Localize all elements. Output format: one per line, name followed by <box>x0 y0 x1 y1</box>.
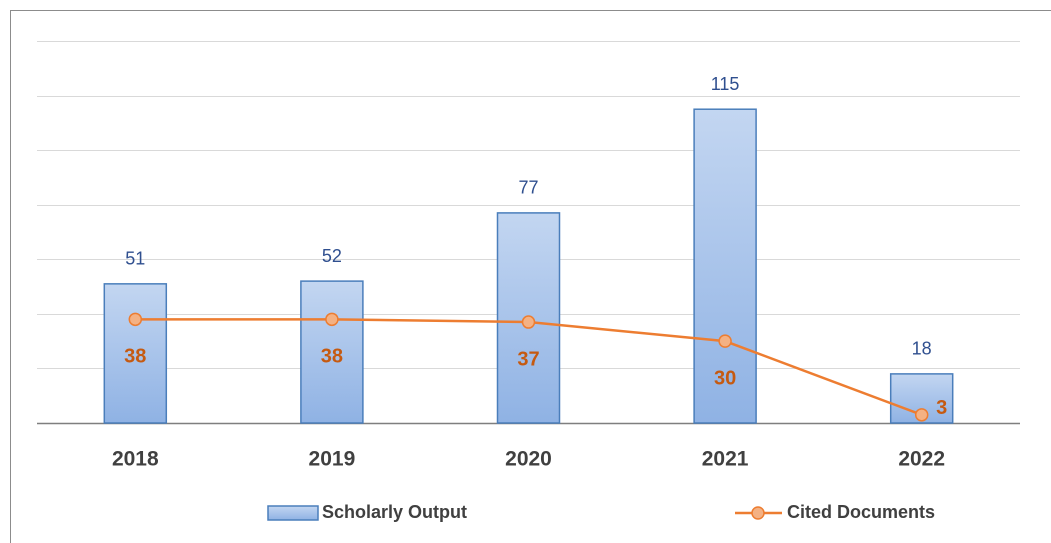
line-marker <box>128 312 143 327</box>
x-tick-label: 2020 <box>505 448 552 471</box>
line-marker <box>914 408 929 422</box>
bar <box>300 280 364 424</box>
bar-value-label: 51 <box>125 249 145 269</box>
bar <box>103 283 168 424</box>
line-marker <box>521 315 536 329</box>
bar-value-label: 115 <box>711 74 740 94</box>
legend-swatch <box>267 505 319 521</box>
line-value-label: 3 <box>936 397 947 419</box>
line-value-label: 37 <box>517 348 539 370</box>
x-tick-label: 2019 <box>309 448 356 471</box>
line-value-label: 30 <box>714 367 736 389</box>
x-tick-label: 2022 <box>898 448 945 471</box>
line-value-label: 38 <box>124 346 146 368</box>
line-value-label: 38 <box>321 346 343 368</box>
x-tick-label: 2021 <box>702 448 749 471</box>
x-tick-label: 2018 <box>112 448 159 471</box>
legend-swatch <box>751 506 765 520</box>
bar-value-label: 18 <box>912 339 932 359</box>
line-marker <box>325 312 339 327</box>
line-marker <box>718 334 732 348</box>
legend-label: Cited Documents <box>787 502 935 522</box>
chart-frame <box>10 10 1051 543</box>
bar-value-label: 52 <box>322 246 342 266</box>
legend-label: Scholarly Output <box>322 502 467 522</box>
bar-value-label: 77 <box>518 178 538 198</box>
bar <box>693 108 757 424</box>
